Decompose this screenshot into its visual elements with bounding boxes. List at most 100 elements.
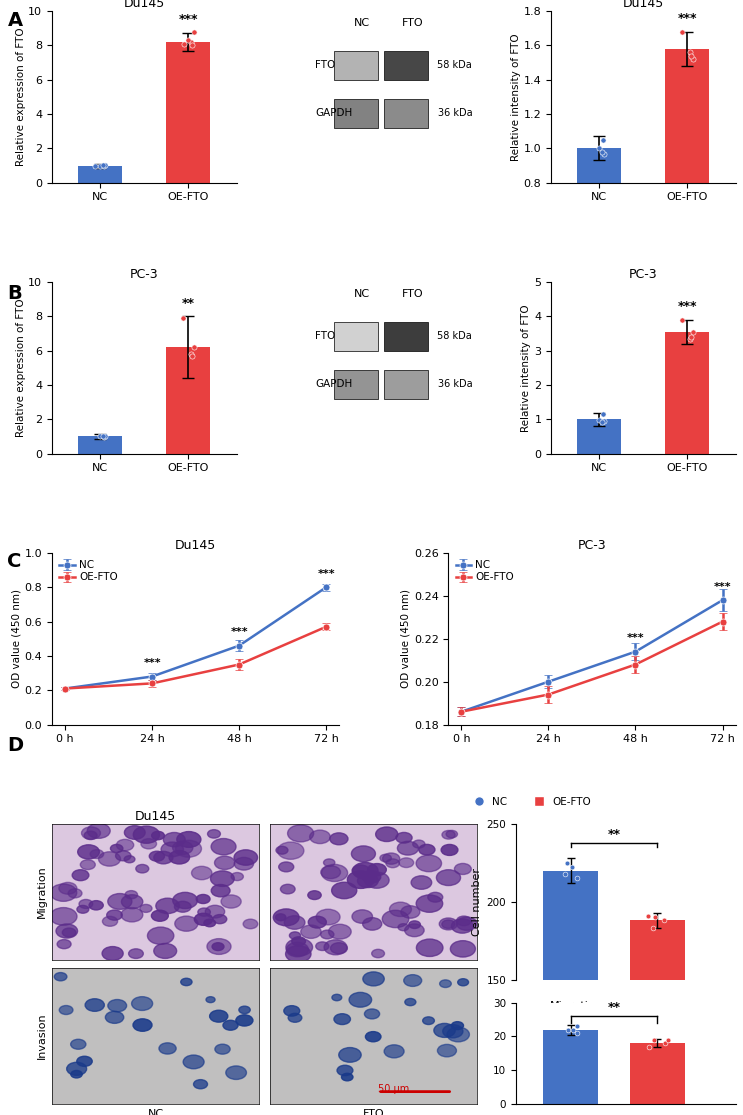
Circle shape bbox=[438, 1045, 456, 1057]
Point bbox=[659, 1035, 671, 1053]
Circle shape bbox=[286, 942, 308, 957]
Bar bbox=[543, 1029, 598, 1104]
Circle shape bbox=[334, 1014, 351, 1025]
Circle shape bbox=[193, 1079, 207, 1088]
Circle shape bbox=[212, 914, 227, 923]
Circle shape bbox=[362, 871, 380, 883]
Text: NC: NC bbox=[354, 289, 371, 299]
Circle shape bbox=[323, 859, 335, 866]
Circle shape bbox=[133, 826, 160, 843]
Circle shape bbox=[451, 1021, 464, 1029]
Circle shape bbox=[78, 845, 100, 859]
Circle shape bbox=[234, 857, 253, 870]
Circle shape bbox=[84, 831, 97, 840]
Circle shape bbox=[399, 857, 414, 867]
Text: ***: *** bbox=[626, 633, 644, 643]
Bar bbox=[665, 49, 710, 320]
Circle shape bbox=[236, 1015, 253, 1026]
Bar bbox=[577, 148, 621, 320]
Point bbox=[597, 405, 609, 423]
Point bbox=[562, 854, 574, 872]
Circle shape bbox=[154, 852, 173, 864]
Circle shape bbox=[141, 838, 157, 849]
FancyBboxPatch shape bbox=[384, 369, 428, 399]
Circle shape bbox=[357, 874, 378, 888]
Circle shape bbox=[439, 918, 458, 930]
Circle shape bbox=[77, 905, 89, 913]
Circle shape bbox=[363, 972, 384, 986]
Point bbox=[648, 1031, 660, 1049]
Point bbox=[99, 156, 111, 174]
Text: **: ** bbox=[608, 828, 620, 841]
Circle shape bbox=[221, 895, 241, 908]
Circle shape bbox=[82, 827, 100, 840]
Circle shape bbox=[85, 999, 104, 1011]
Point bbox=[186, 346, 198, 363]
Circle shape bbox=[198, 908, 210, 917]
Circle shape bbox=[68, 889, 82, 898]
FancyBboxPatch shape bbox=[334, 369, 378, 399]
Point bbox=[687, 323, 699, 341]
Point bbox=[562, 1020, 574, 1038]
Text: ***: *** bbox=[178, 12, 198, 26]
Circle shape bbox=[59, 882, 77, 894]
Point bbox=[676, 22, 688, 40]
Point bbox=[567, 1020, 579, 1038]
Circle shape bbox=[351, 846, 375, 862]
Circle shape bbox=[442, 920, 455, 929]
Circle shape bbox=[288, 825, 314, 842]
Point bbox=[98, 157, 110, 175]
Circle shape bbox=[124, 855, 135, 863]
Circle shape bbox=[280, 884, 295, 894]
Circle shape bbox=[423, 1017, 435, 1025]
Text: ***: *** bbox=[230, 627, 248, 637]
Point bbox=[98, 428, 110, 446]
Text: **: ** bbox=[608, 1001, 620, 1015]
Point bbox=[97, 156, 108, 174]
Bar bbox=[166, 42, 210, 183]
Y-axis label: OD value (450 nm): OD value (450 nm) bbox=[401, 589, 411, 688]
Circle shape bbox=[133, 1019, 152, 1031]
FancyBboxPatch shape bbox=[334, 98, 378, 128]
Circle shape bbox=[223, 1020, 238, 1030]
Circle shape bbox=[446, 831, 458, 837]
Circle shape bbox=[389, 902, 412, 917]
Text: ***: *** bbox=[714, 582, 731, 592]
Point bbox=[662, 1031, 674, 1049]
Circle shape bbox=[342, 1074, 353, 1080]
FancyBboxPatch shape bbox=[334, 321, 378, 351]
Circle shape bbox=[403, 975, 422, 987]
Circle shape bbox=[159, 1043, 176, 1054]
Circle shape bbox=[348, 871, 374, 889]
Bar bbox=[166, 347, 210, 454]
Circle shape bbox=[234, 850, 258, 865]
Circle shape bbox=[380, 854, 392, 862]
Circle shape bbox=[331, 882, 357, 899]
FancyBboxPatch shape bbox=[384, 321, 428, 351]
Text: B: B bbox=[7, 284, 22, 303]
Point bbox=[571, 1024, 583, 1041]
Circle shape bbox=[107, 910, 123, 920]
Text: **: ** bbox=[182, 297, 195, 310]
Y-axis label: Relative expression of FTO: Relative expression of FTO bbox=[16, 28, 25, 166]
Circle shape bbox=[288, 1014, 302, 1022]
FancyBboxPatch shape bbox=[384, 50, 428, 80]
Point bbox=[643, 1038, 655, 1056]
Point bbox=[186, 33, 198, 51]
Circle shape bbox=[364, 1009, 380, 1019]
Circle shape bbox=[436, 870, 461, 885]
Circle shape bbox=[124, 826, 145, 840]
Point bbox=[685, 47, 697, 65]
Circle shape bbox=[308, 917, 326, 928]
Circle shape bbox=[450, 941, 476, 957]
Circle shape bbox=[175, 841, 201, 857]
Circle shape bbox=[285, 946, 311, 962]
Circle shape bbox=[89, 901, 103, 910]
Circle shape bbox=[205, 905, 224, 918]
X-axis label: NC: NC bbox=[148, 1109, 163, 1115]
Point bbox=[559, 865, 571, 883]
Legend: NC, OE-FTO: NC, OE-FTO bbox=[467, 795, 593, 809]
Circle shape bbox=[172, 841, 193, 854]
Circle shape bbox=[383, 853, 400, 864]
Point bbox=[99, 427, 111, 445]
